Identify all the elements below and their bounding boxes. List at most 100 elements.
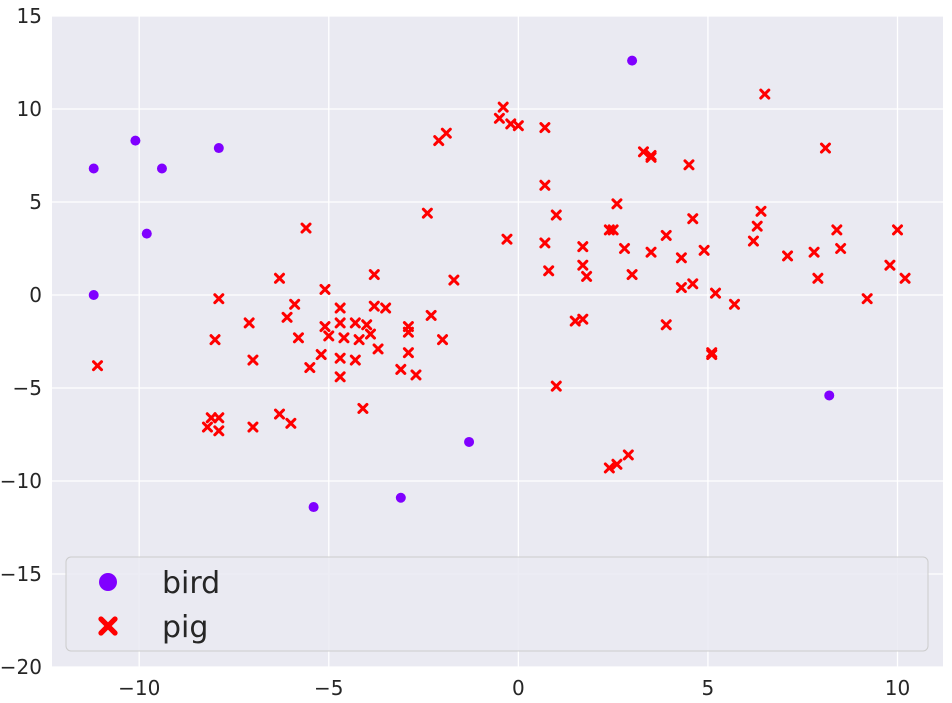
pig-point: [539, 122, 551, 134]
pig-point: [289, 298, 301, 310]
bird-point: [130, 135, 141, 146]
pig-point: [581, 270, 593, 282]
pig-point: [645, 151, 657, 163]
y-tick-label: 5: [29, 190, 42, 214]
pig-point: [361, 319, 373, 331]
pig-point: [728, 298, 740, 310]
pig-point: [687, 278, 699, 290]
pig-point: [334, 317, 346, 329]
pig-point: [247, 421, 259, 433]
pig-point: [626, 269, 638, 281]
pig-point: [243, 317, 255, 329]
pig-point: [660, 229, 672, 241]
pig-point: [706, 349, 718, 361]
pig-point: [539, 179, 551, 191]
pig-point: [380, 302, 392, 314]
pig-point: [213, 425, 225, 437]
pig-point: [319, 283, 331, 295]
y-tick-label: −20: [0, 655, 42, 679]
pig-point: [402, 347, 414, 359]
x-tick-label: 5: [702, 676, 715, 700]
pig-point: [338, 332, 350, 344]
pig-point: [368, 300, 380, 312]
pig-point: [213, 412, 225, 424]
x-tick-label: −10: [118, 676, 160, 700]
pig-point: [577, 313, 589, 325]
pig-point: [402, 326, 414, 338]
pig-point: [437, 334, 449, 346]
y-tick-label: 15: [17, 4, 42, 28]
pig-point: [493, 112, 505, 124]
pig-point: [349, 317, 361, 329]
legend-label-pig: pig: [162, 610, 208, 645]
legend-box: [65, 556, 929, 652]
pig-point: [710, 287, 722, 299]
pig-point: [205, 412, 217, 424]
y-tick-label: 0: [29, 283, 42, 307]
pig-point: [304, 362, 316, 374]
pig-point: [812, 272, 824, 284]
pig-point: [892, 224, 904, 236]
pig-point: [300, 222, 312, 234]
pig-point: [315, 349, 327, 361]
pig-point: [687, 213, 699, 225]
pig-point: [603, 462, 615, 474]
pig-point: [247, 354, 259, 366]
pig-point: [201, 421, 213, 433]
pig-point: [273, 272, 285, 284]
pig-point: [319, 321, 331, 333]
pig-point: [209, 334, 221, 346]
pig-point: [611, 198, 623, 210]
pig-point: [364, 328, 376, 340]
x-tick-label: 0: [512, 676, 525, 700]
bird-point: [395, 492, 406, 503]
pig-point: [698, 244, 710, 256]
pig-point: [357, 402, 369, 414]
pig-point: [281, 311, 293, 323]
pig-point: [884, 259, 896, 271]
bird-point: [308, 502, 319, 513]
y-tick-label: −15: [0, 562, 42, 586]
pig-point: [213, 293, 225, 305]
pig-point: [497, 101, 509, 113]
legend: bird pig: [65, 556, 929, 652]
x-tick-label: −5: [314, 676, 343, 700]
pig-point: [334, 302, 346, 314]
pig-point: [539, 237, 551, 249]
pig-point: [410, 369, 422, 381]
pig-point: [675, 252, 687, 264]
pig-point: [611, 458, 623, 470]
pig-point: [819, 142, 831, 154]
pig-point: [660, 319, 672, 331]
pig-point: [645, 246, 657, 258]
pig-point: [619, 243, 631, 254]
pig-point: [421, 207, 433, 219]
pig-point: [395, 363, 407, 375]
pig-point: [273, 408, 285, 420]
pig-point: [334, 371, 346, 383]
y-tick-label: −5: [13, 376, 42, 400]
pig-point: [751, 220, 763, 232]
pig-point: [831, 224, 843, 236]
bird-point: [156, 163, 167, 174]
pig-point: [622, 449, 634, 461]
pig-point: [808, 246, 820, 258]
pig-point: [835, 243, 847, 254]
pig-point: [91, 360, 103, 372]
pig-point: [285, 417, 297, 429]
pig-point: [577, 241, 589, 253]
pig-point: [368, 269, 380, 281]
pig-point: [323, 330, 335, 342]
y-tick-label: 10: [17, 97, 42, 121]
bird-point: [213, 143, 224, 154]
legend-marker-bird: [99, 573, 117, 591]
pig-point: [440, 127, 452, 139]
pig-point: [292, 332, 304, 344]
pig-point: [861, 293, 873, 305]
tick-labels: −10 −5 0 5 10 −20 −15 −10 −5 0 5 10 15: [0, 4, 910, 700]
pig-point: [425, 309, 437, 321]
legend-marker-pig: [98, 616, 118, 636]
pig-point: [747, 235, 759, 247]
bird-point: [464, 436, 475, 447]
